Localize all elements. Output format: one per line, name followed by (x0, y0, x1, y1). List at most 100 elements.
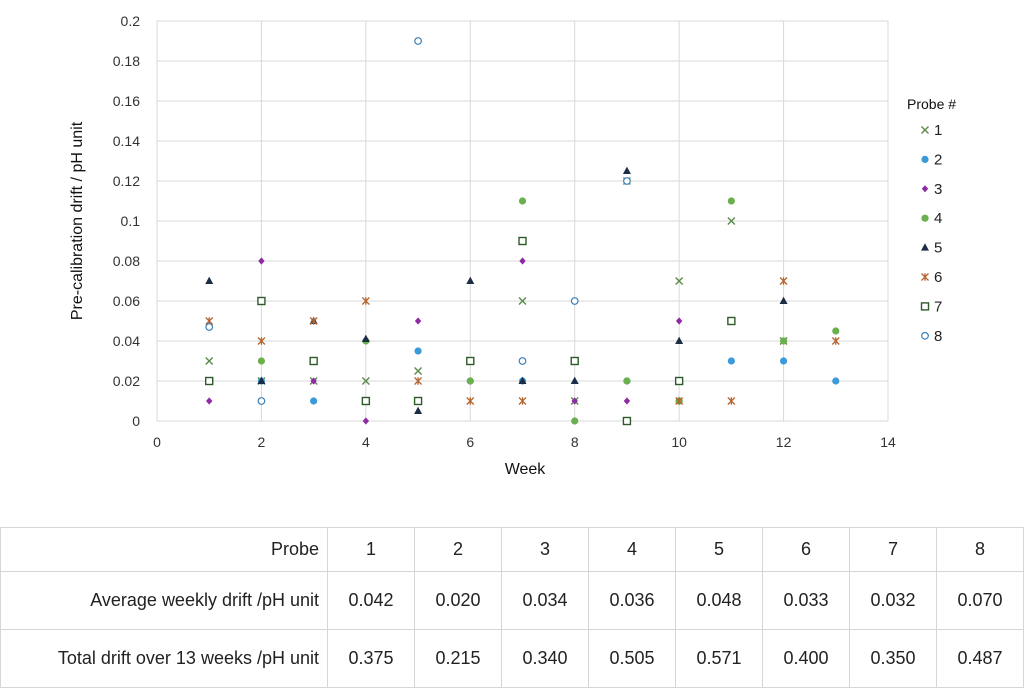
data-point (675, 336, 684, 344)
x-tick-label: 4 (362, 434, 370, 450)
legend-item: 5 (921, 240, 942, 257)
data-point (413, 396, 423, 406)
data-point (310, 377, 317, 385)
legend-marker (921, 273, 929, 281)
table-cell: 0.033 (762, 571, 850, 630)
data-point (727, 316, 736, 326)
table-header-cell: 1 (327, 527, 415, 572)
data-point (832, 327, 840, 335)
data-point (466, 397, 475, 405)
table-header-cell: 8 (936, 527, 1024, 572)
data-point (414, 347, 422, 355)
legend-item: 6 (921, 269, 942, 286)
legend-marker (921, 126, 929, 134)
data-point (466, 377, 474, 385)
data-point (309, 317, 318, 325)
data-point (205, 357, 214, 365)
data-point (205, 376, 214, 386)
data-point (205, 323, 214, 331)
data-point (414, 37, 422, 45)
data-point (675, 397, 684, 405)
table-cell: 0.020 (414, 571, 502, 630)
data-point (674, 376, 684, 386)
table-cell: 0.032 (849, 571, 937, 630)
y-tick-label: 0.08 (113, 253, 140, 269)
legend-item: 7 (920, 298, 942, 315)
x-tick-label: 8 (571, 434, 579, 450)
legend-item: 1 (921, 122, 942, 139)
x-tick-label: 14 (880, 434, 896, 450)
legend-label: 2 (934, 151, 942, 168)
chart-legend: Probe # 1 2 3 4 5 6 7 8 (907, 96, 956, 345)
data-point (727, 197, 735, 205)
table-cell: 0.042 (327, 571, 415, 630)
data-point (779, 296, 788, 304)
table-cell: 0.034 (501, 571, 589, 630)
legend-label: 5 (934, 240, 942, 257)
data-point (414, 367, 423, 375)
table-cell: 0.400 (762, 629, 850, 688)
data-point (257, 397, 266, 405)
data-point (622, 166, 631, 174)
drift-scatter-chart: 0 2 4 6 8 10 12 1400.020.040.060.080.10.120.140… (69, 13, 956, 478)
series-probe-8 (205, 37, 631, 405)
series-probe-2 (205, 347, 840, 405)
data-point (779, 357, 788, 365)
data-point (518, 197, 527, 205)
data-point (571, 417, 579, 425)
data-point (361, 377, 370, 385)
data-point (257, 357, 266, 365)
legend-title: Probe # (907, 96, 956, 112)
table-row: Total drift over 13 weeks /pH unit 0.375… (0, 629, 1024, 688)
y-tick-label: 0.1 (121, 213, 141, 229)
table-cell: 0.350 (849, 629, 937, 688)
x-tick-label: 0 (153, 434, 161, 450)
table-header-cell: 5 (675, 527, 763, 572)
chart-points (205, 37, 840, 426)
legend-marker (920, 302, 930, 311)
y-axis-title: Pre-calibration drift / pH unit (69, 121, 86, 320)
y-tick-label: 0.18 (113, 53, 140, 69)
table-header-row: Probe 1 2 3 4 5 6 7 8 (0, 527, 1024, 572)
legend-item: 3 (921, 181, 942, 198)
y-tick-label: 0.04 (113, 333, 140, 349)
data-point (623, 377, 631, 385)
x-tick-label: 12 (776, 434, 792, 450)
data-point (831, 337, 840, 345)
data-point (727, 217, 736, 225)
data-point (518, 236, 527, 246)
table-header-cell: 2 (414, 527, 502, 572)
data-point (257, 376, 266, 384)
data-point (570, 376, 579, 384)
data-point (518, 297, 527, 305)
series-probe-7 (205, 236, 736, 426)
data-point (727, 397, 736, 405)
y-tick-label: 0.2 (121, 13, 141, 29)
data-point (571, 397, 578, 405)
y-tick-label: 0.16 (113, 93, 140, 109)
legend-label: 8 (934, 328, 942, 345)
table-cell: 0.375 (327, 629, 415, 688)
data-point (623, 177, 631, 185)
legend-marker (921, 243, 929, 251)
data-point (832, 377, 840, 385)
y-tick-label: 0.14 (113, 133, 140, 149)
legend-label: 3 (934, 181, 942, 198)
table-cell: 0.215 (414, 629, 502, 688)
data-point (779, 277, 788, 285)
table-cell: 0.070 (936, 571, 1024, 630)
data-point (205, 276, 214, 284)
x-tick-label: 2 (258, 434, 266, 450)
data-point (518, 357, 527, 365)
legend-marker (921, 185, 929, 193)
data-point (206, 397, 213, 405)
data-point (361, 297, 370, 305)
data-point (622, 416, 632, 426)
table-header-cell: 7 (849, 527, 937, 572)
data-point (518, 397, 527, 405)
legend-label: 4 (934, 210, 942, 227)
data-point (518, 376, 527, 384)
data-point (466, 356, 475, 366)
table-cell: 0.048 (675, 571, 763, 630)
x-tick-label: 10 (671, 434, 687, 450)
